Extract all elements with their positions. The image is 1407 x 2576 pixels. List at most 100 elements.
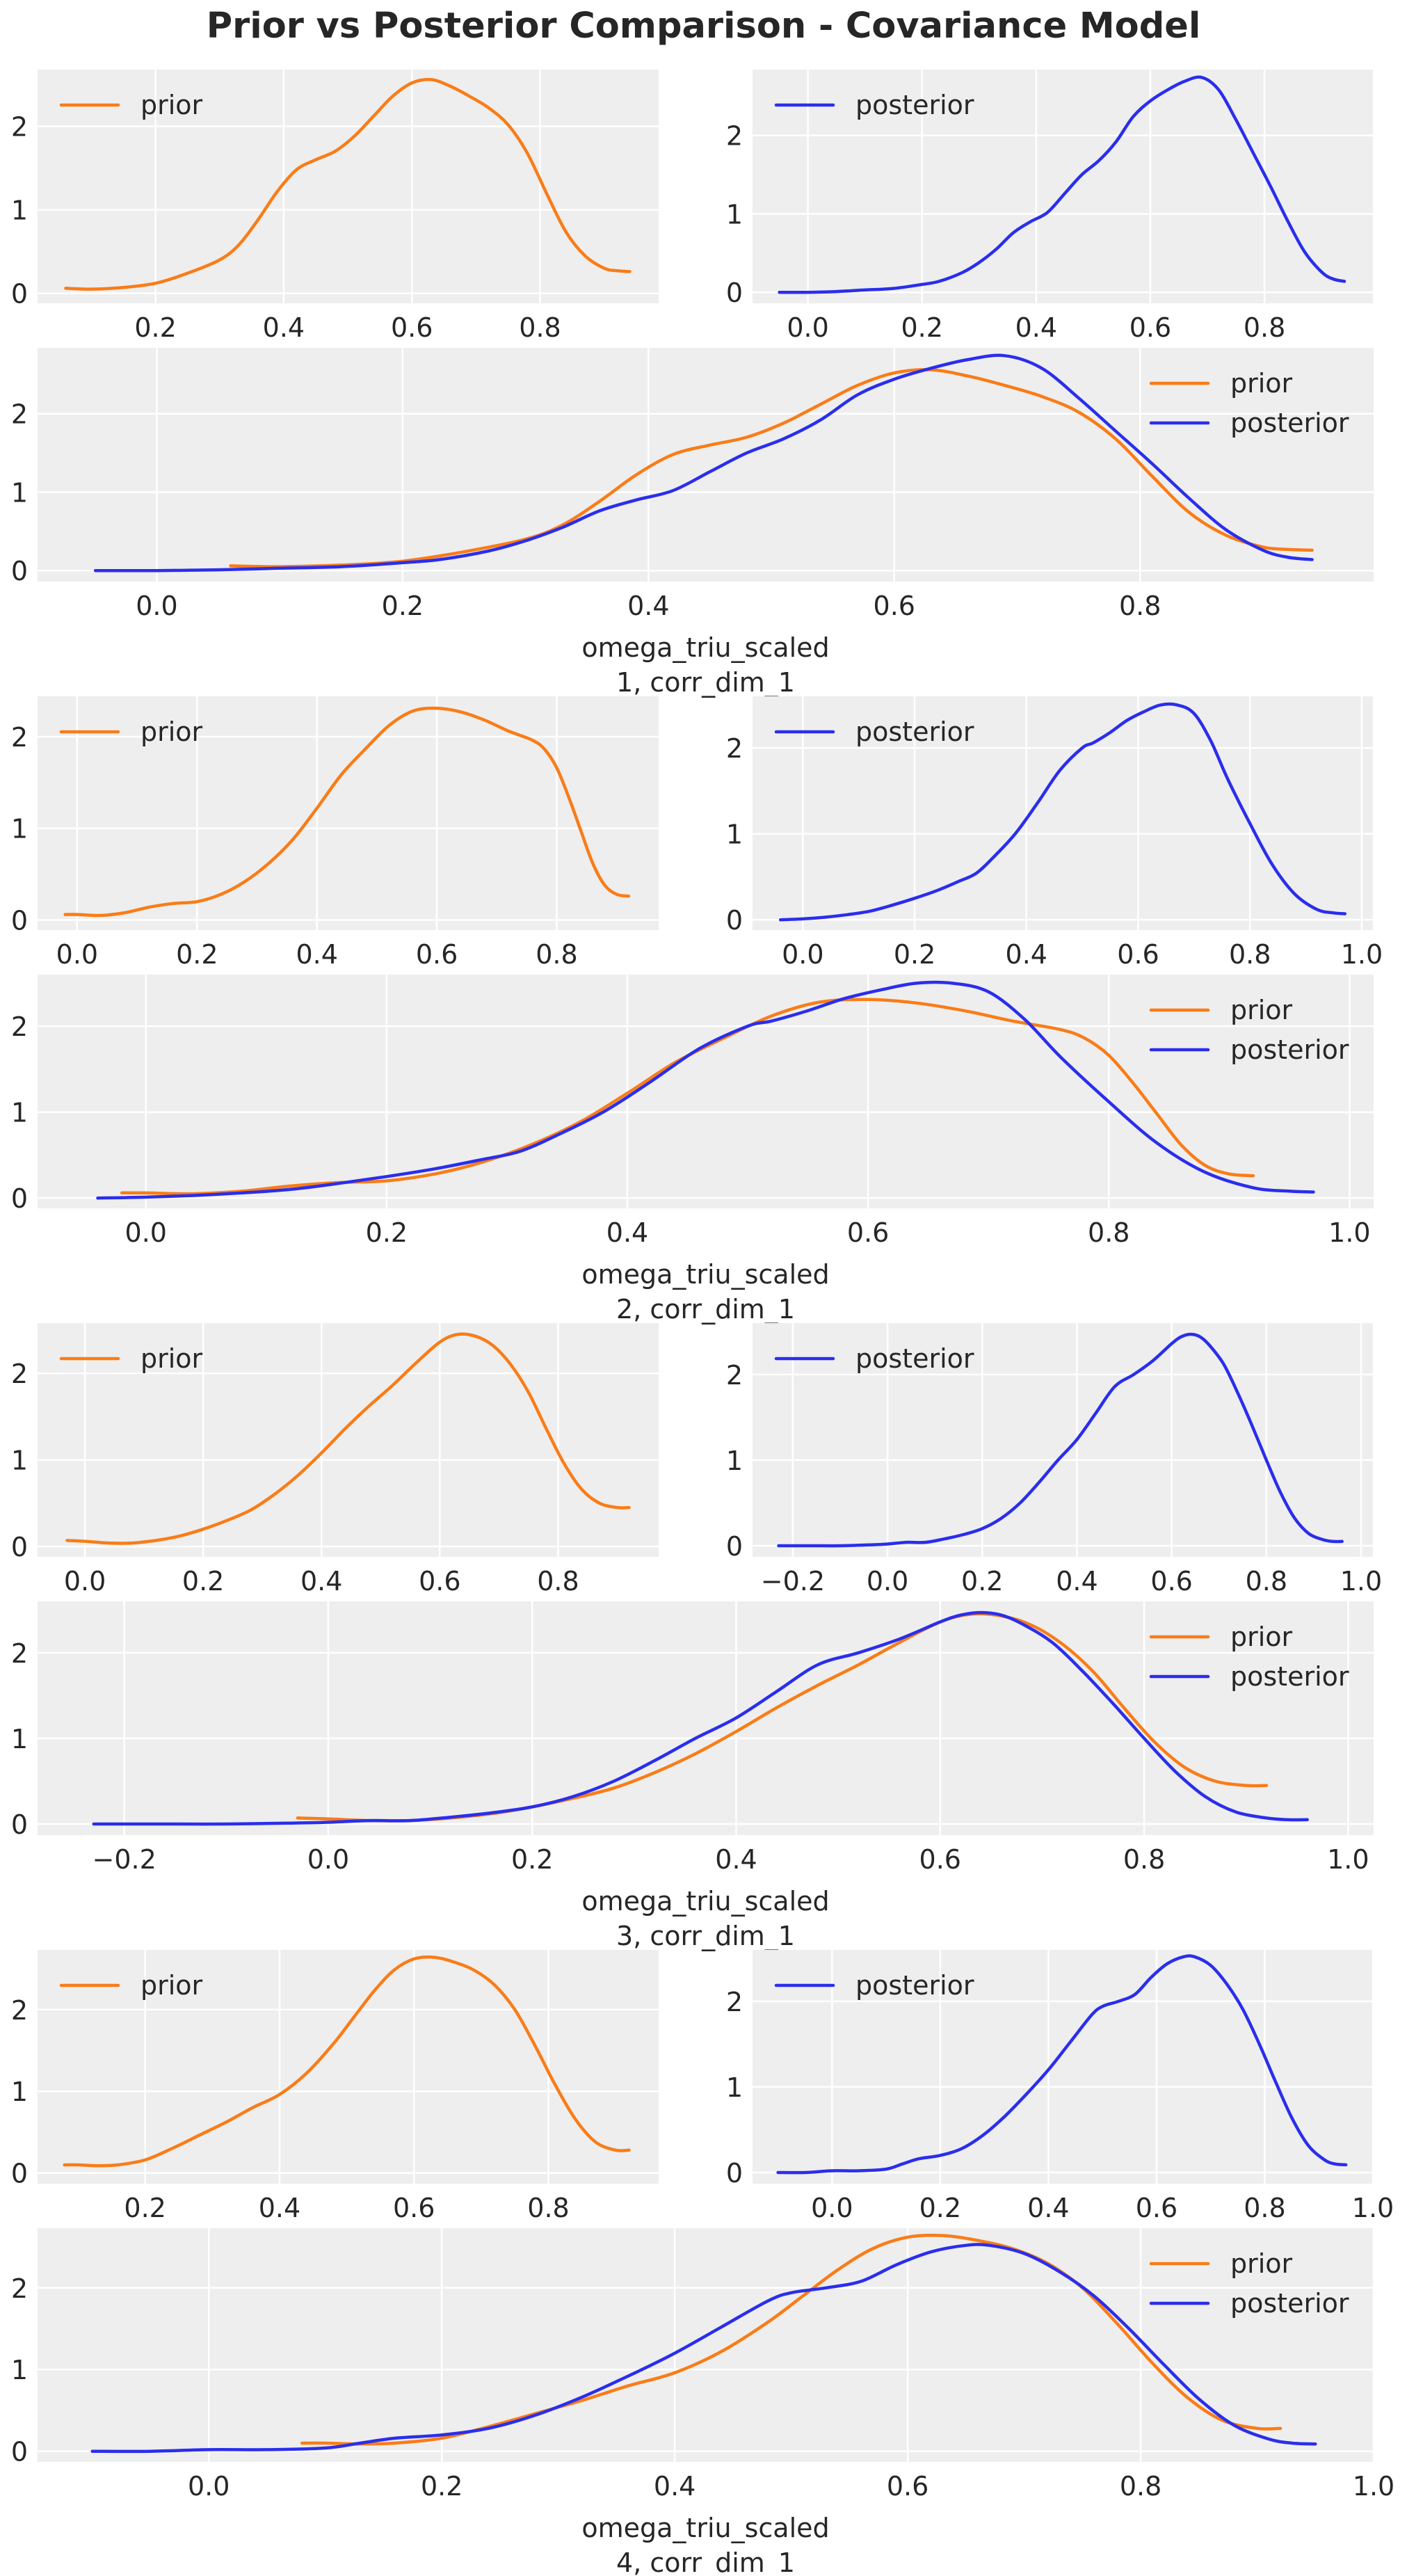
x-axis-label: 1, corr_dim_1 — [616, 667, 795, 698]
legend-posterior-label: posterior — [855, 1343, 974, 1374]
x-tick-label: 0.6 — [419, 1566, 460, 1597]
legend: posterior — [774, 717, 974, 747]
y-tick-label: 2 — [11, 1011, 28, 1042]
y-tick-label: 2 — [11, 399, 28, 430]
legend: posterior — [774, 1343, 974, 1374]
x-tick-label: 1.0 — [1352, 2193, 1394, 2223]
x-tick-label: 0.4 — [296, 939, 337, 970]
posterior-kde-line — [96, 980, 1315, 1200]
x-tick-label: 0.6 — [416, 939, 458, 970]
axes-panel-prior: 0.0 0.2 0.4 0.6 0.8 0 1 2 prior — [11, 696, 659, 970]
x-tick-label: −0.2 — [761, 1566, 825, 1597]
x-tick-label: 0.0 — [188, 2471, 230, 2502]
axes-panel-prior: 0.2 0.4 0.6 0.8 0 1 2 prior — [11, 70, 659, 343]
posterior-kde-line — [776, 1954, 1348, 2175]
legend-prior-label: prior — [140, 1343, 203, 1374]
posterior-kde-line — [93, 353, 1314, 573]
x-tick-label: 1.0 — [1353, 2471, 1394, 2502]
legend-prior-label: prior — [1230, 2248, 1293, 2279]
plot-background — [753, 696, 1373, 930]
y-tick-label: 2 — [11, 1638, 28, 1669]
x-axis-label: 4, corr_dim_1 — [616, 2547, 795, 2576]
legend: prior — [59, 1970, 203, 2001]
y-tick-label: 2 — [11, 112, 28, 143]
y-tick-label: 1 — [11, 814, 28, 845]
axes-panel-prior: 0.2 0.4 0.6 0.8 0 1 2 prior — [11, 1950, 659, 2223]
x-tick-label: 0.8 — [1229, 939, 1271, 970]
y-tick-label: 2 — [726, 733, 743, 764]
x-tick-label: 0.0 — [787, 312, 828, 343]
x-tick-label: 0.2 — [182, 1566, 224, 1597]
x-tick-label: 0.8 — [1244, 2193, 1285, 2223]
legend: posterior — [774, 90, 974, 120]
legend: prior posterior — [1149, 995, 1349, 1065]
y-tick-label: 1 — [11, 1724, 28, 1754]
plot-background — [38, 1601, 1374, 1835]
legend-posterior-label: posterior — [1230, 1661, 1349, 1692]
prior-kde-line — [63, 1955, 631, 2168]
plot-background — [38, 1323, 659, 1557]
legend: prior posterior — [1149, 368, 1349, 438]
x-tick-label: 0.6 — [1117, 939, 1159, 970]
y-tick-label: 0 — [11, 1183, 28, 1214]
axes-panel-both: 0.0 0.2 0.4 0.6 0.8 0 1 2 prior posterior omega_tr… — [11, 348, 1374, 698]
y-tick-label: 0 — [11, 279, 28, 310]
x-tick-label: 1.0 — [1327, 1844, 1369, 1875]
plot-background — [38, 975, 1374, 1208]
posterior-kde-line — [777, 1332, 1344, 1548]
plot-background — [753, 70, 1373, 303]
legend-posterior-label: posterior — [855, 1970, 974, 2001]
y-tick-label: 2 — [11, 2273, 28, 2304]
legend-prior-label: prior — [1230, 368, 1293, 399]
x-tick-label: 0.2 — [919, 2193, 961, 2223]
x-tick-label: 0.6 — [1136, 2193, 1177, 2223]
y-tick-label: 1 — [11, 477, 28, 508]
y-tick-label: 0 — [11, 2159, 28, 2189]
x-tick-label: 0.0 — [56, 939, 98, 970]
x-tick-label: 0.0 — [307, 1844, 349, 1875]
posterior-kde-line — [90, 2243, 1317, 2454]
x-tick-label: 0.2 — [511, 1844, 553, 1875]
x-tick-label: 0.2 — [901, 312, 943, 343]
legend: prior — [59, 90, 203, 120]
y-tick-label: 0 — [726, 905, 743, 936]
legend: prior posterior — [1149, 2248, 1349, 2319]
x-tick-label: 0.8 — [1123, 1844, 1165, 1875]
x-tick-label: 1.0 — [1340, 1566, 1382, 1597]
x-tick-label: 0.2 — [176, 939, 218, 970]
y-tick-label: 2 — [11, 722, 28, 753]
x-tick-label: 0.4 — [606, 1217, 648, 1248]
x-tick-label: 0.6 — [919, 1844, 961, 1875]
x-tick-label: 0.6 — [1150, 1566, 1192, 1597]
y-tick-label: 0 — [11, 906, 28, 936]
x-tick-label: 0.4 — [654, 2471, 696, 2502]
y-tick-label: 2 — [726, 1987, 743, 2017]
x-tick-label: 0.4 — [627, 591, 669, 621]
x-tick-label: 0.6 — [1129, 312, 1171, 343]
x-tick-label: 0.8 — [527, 2193, 569, 2223]
x-tick-label: 0.8 — [1120, 2471, 1161, 2502]
x-tick-label: 0.4 — [300, 1566, 342, 1597]
plot-background — [753, 1950, 1373, 2184]
x-axis-label: omega_triu_scaled — [581, 1259, 829, 1290]
x-tick-label: 0.0 — [136, 591, 177, 621]
y-tick-label: 2 — [726, 1360, 743, 1391]
y-tick-label: 2 — [11, 1359, 28, 1389]
y-tick-label: 0 — [726, 2158, 743, 2189]
x-tick-label: 0.8 — [537, 1566, 579, 1597]
x-tick-label: 1.0 — [1341, 939, 1383, 970]
plot-background — [38, 70, 659, 303]
axes-panel-posterior: 0.0 0.2 0.4 0.6 0.8 1.0 0 1 2 posterior — [726, 696, 1383, 970]
y-tick-label: 1 — [726, 2072, 743, 2103]
y-tick-label: 0 — [726, 1531, 743, 1562]
posterior-kde-line — [92, 1610, 1309, 1826]
x-tick-label: 0.6 — [887, 2471, 928, 2502]
legend-prior-label: prior — [140, 90, 203, 120]
axes-panel-posterior: 0.0 0.2 0.4 0.6 0.8 0 1 2 posterior — [726, 70, 1373, 343]
y-tick-label: 1 — [726, 1446, 743, 1476]
axes-panel-prior: 0.0 0.2 0.4 0.6 0.8 0 1 2 prior — [11, 1323, 659, 1597]
legend-posterior-label: posterior — [855, 717, 974, 747]
prior-kde-line — [65, 1332, 631, 1545]
